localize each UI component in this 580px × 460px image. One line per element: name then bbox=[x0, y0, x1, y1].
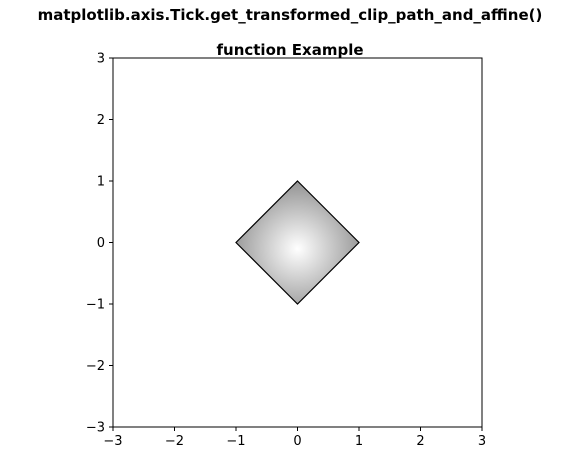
y-tick-label: −1 bbox=[86, 298, 105, 313]
chart-title-line-1: matplotlib.axis.Tick.get_transformed_cli… bbox=[37, 6, 543, 24]
y-tick-label: 0 bbox=[97, 236, 105, 251]
clipped-gradient-diamond bbox=[235, 180, 360, 305]
y-tick-label: −2 bbox=[86, 359, 105, 374]
x-tick-label: 1 bbox=[355, 434, 363, 449]
y-tick-label: 1 bbox=[97, 175, 105, 190]
y-tick-label: 2 bbox=[97, 113, 105, 128]
chart-title-line-2: function Example bbox=[216, 41, 364, 59]
x-tick-label: 2 bbox=[416, 434, 424, 449]
x-tick-label: −3 bbox=[103, 434, 122, 449]
x-tick-label: 3 bbox=[478, 434, 486, 449]
x-tick-label: −1 bbox=[226, 434, 245, 449]
x-tick-label: 0 bbox=[293, 434, 301, 449]
x-tick-label: −2 bbox=[165, 434, 184, 449]
y-tick-label: 3 bbox=[97, 52, 105, 67]
y-tick-label: −3 bbox=[86, 421, 105, 436]
